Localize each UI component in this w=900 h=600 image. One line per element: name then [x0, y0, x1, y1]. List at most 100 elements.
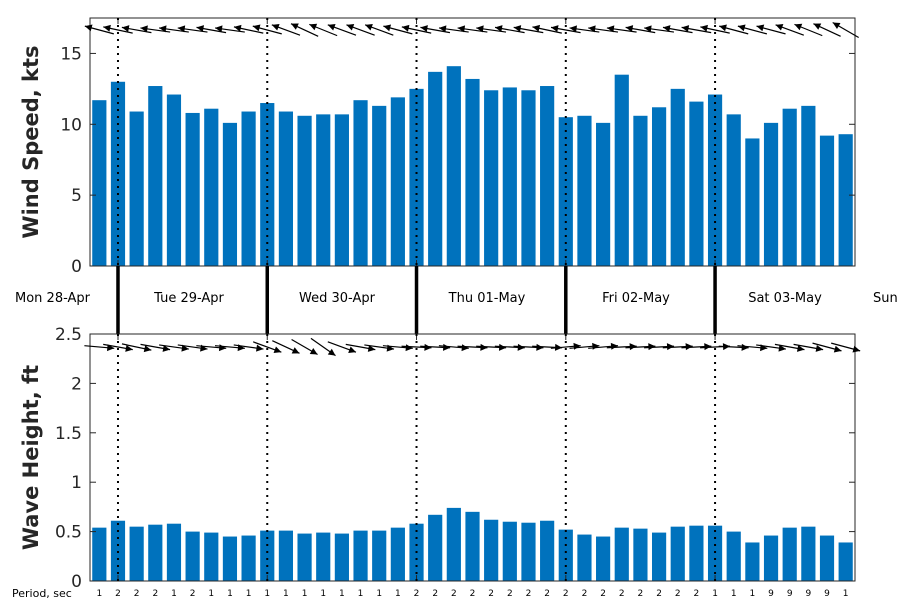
- bar: [372, 530, 387, 581]
- arrow-head: [233, 24, 242, 32]
- arrow-head: [532, 24, 541, 32]
- period-value: 1: [320, 589, 326, 599]
- y-tick-label: 0: [71, 572, 82, 592]
- arrow-head: [196, 25, 205, 33]
- arrow-head: [794, 23, 803, 31]
- bar: [596, 122, 611, 267]
- period-value: 1: [358, 589, 364, 599]
- direction-arrow: [401, 24, 432, 34]
- arrow-head: [252, 24, 261, 32]
- arrow-head: [346, 23, 355, 31]
- period-axis-label: Period, sec: [12, 587, 72, 600]
- direction-arrow: [252, 24, 282, 35]
- bar: [334, 114, 349, 266]
- direction-arrow: [401, 343, 432, 351]
- day-label: Tue 29-Apr: [153, 291, 224, 306]
- period-value: 1: [376, 589, 382, 599]
- period-value: 9: [824, 589, 830, 599]
- bar: [577, 115, 592, 266]
- bar: [558, 529, 573, 581]
- wind-speed-panel: 0 5 10 15 Wind Speed, kts: [19, 17, 859, 277]
- period-value: 1: [731, 589, 737, 599]
- bar: [521, 90, 536, 266]
- bar: [633, 115, 648, 266]
- direction-arrow: [310, 337, 336, 357]
- direction-arrow: [644, 343, 675, 351]
- arrow-head: [215, 25, 223, 33]
- bar: [204, 532, 219, 581]
- direction-arrow: [532, 24, 562, 34]
- period-value: 2: [190, 589, 196, 599]
- direction-arrow: [272, 340, 300, 354]
- direction-arrow: [662, 343, 693, 351]
- y-tick-label: 1.5: [55, 424, 82, 444]
- bar: [484, 90, 499, 266]
- y-tick-label: 5: [71, 186, 82, 206]
- direction-arrow: [476, 343, 507, 351]
- y-tick-label: 0: [71, 257, 82, 277]
- arrow-head: [588, 25, 596, 33]
- direction-arrow: [271, 23, 301, 36]
- bar: [92, 100, 107, 267]
- direction-arrow: [383, 24, 413, 35]
- arrow-head: [813, 23, 822, 30]
- bar: [316, 532, 331, 581]
- wave-height-panel: 0 0.5 1 1.5 2 2.5 Wave Height, ft Period, sec 1 2…: [12, 325, 861, 600]
- arrow-head: [84, 24, 93, 32]
- arrow-head: [569, 25, 578, 33]
- arrow-head: [121, 25, 130, 33]
- arrow-head: [348, 346, 356, 354]
- arrow-head: [273, 346, 282, 354]
- period-value: 2: [432, 589, 438, 599]
- period-value: 1: [227, 589, 233, 599]
- direction-arrow: [700, 24, 730, 34]
- arrow-head: [103, 24, 111, 32]
- period-value: 2: [152, 589, 158, 599]
- arrow-head: [648, 343, 656, 351]
- y-tick-label: 0.5: [55, 523, 82, 543]
- arrow-head: [367, 344, 376, 352]
- arrow-head: [741, 343, 749, 351]
- period-value: 2: [694, 589, 700, 599]
- arrow-head: [778, 344, 786, 352]
- period-value: 2: [451, 589, 457, 599]
- arrow-head: [476, 25, 484, 33]
- direction-arrow: [121, 343, 152, 353]
- bar: [222, 122, 238, 267]
- direction-arrow: [252, 341, 282, 354]
- period-value: 2: [507, 589, 513, 599]
- direction-arrow: [513, 25, 544, 34]
- bar: [801, 526, 816, 581]
- direction-arrow: [327, 23, 357, 36]
- bar: [707, 525, 723, 581]
- bar: [260, 530, 275, 581]
- bar: [838, 542, 853, 581]
- direction-arrow: [794, 23, 823, 37]
- period-value: 2: [470, 589, 476, 599]
- bar: [148, 524, 163, 581]
- bar: [428, 514, 443, 581]
- arrow-head: [700, 24, 708, 32]
- bar: [745, 542, 760, 581]
- bar: [465, 511, 480, 581]
- y-tick-label: 2: [71, 374, 82, 394]
- day-label: Thu 01-May: [448, 291, 526, 306]
- arrow-head: [573, 342, 581, 350]
- arrow-head: [833, 345, 842, 353]
- bar: [316, 114, 331, 266]
- arrow-head: [461, 344, 469, 352]
- period-value: 2: [414, 589, 420, 599]
- period-value: 2: [526, 589, 532, 599]
- arrow-head: [775, 23, 784, 31]
- period-value: 1: [171, 589, 177, 599]
- arrow-head: [498, 343, 507, 351]
- direction-arrow: [457, 343, 488, 351]
- bar: [801, 105, 816, 266]
- bar: [129, 526, 144, 581]
- period-value: 2: [675, 589, 681, 599]
- period-value: 2: [544, 589, 550, 599]
- bar: [670, 88, 685, 266]
- bar: [390, 527, 405, 581]
- direction-arrow: [364, 23, 394, 36]
